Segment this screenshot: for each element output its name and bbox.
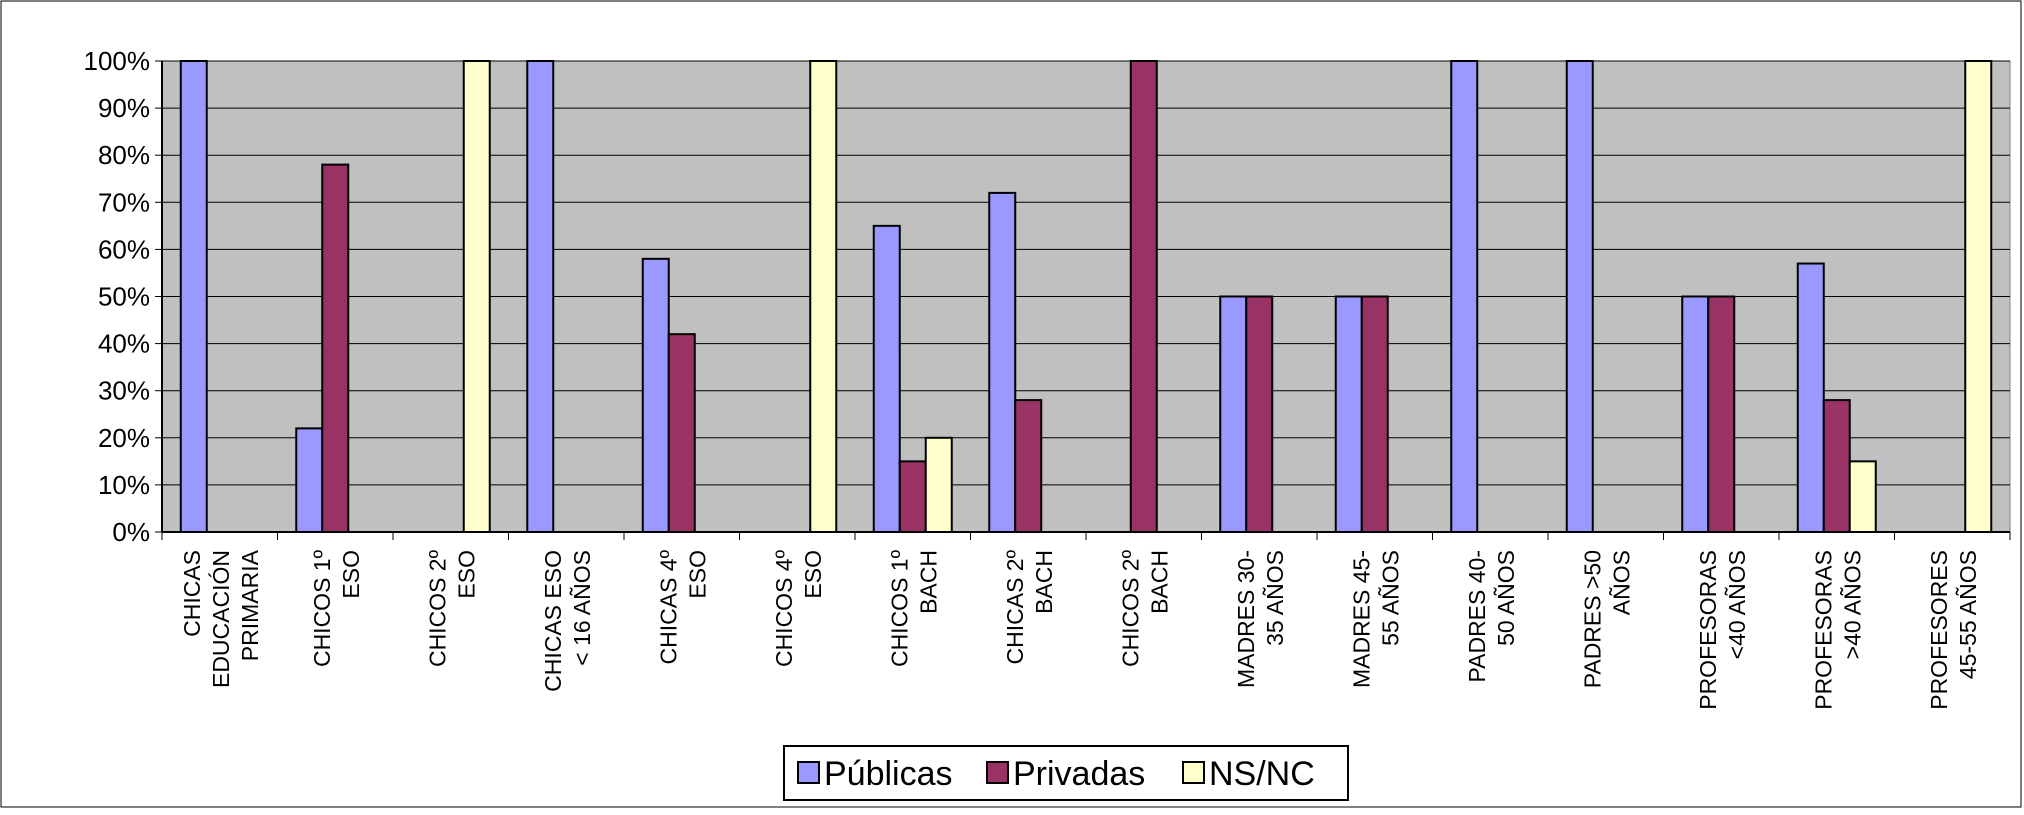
legend-box [783, 745, 1349, 801]
x-tick-label: CHICOS 1º [886, 549, 912, 667]
plot-area [161, 60, 2011, 534]
x-tick-label: EDUCACIÓN [208, 550, 234, 688]
bar [667, 333, 696, 533]
x-tick-label: PROFESORES [1926, 550, 1952, 710]
bar [872, 224, 901, 533]
y-tick-label: 90% [98, 93, 150, 123]
x-tick-label: 50 AÑOS [1493, 550, 1519, 646]
bar [1360, 295, 1389, 533]
bar [1129, 60, 1158, 533]
bar [1334, 295, 1363, 533]
x-tick-label: CHICAS ESO [540, 550, 566, 692]
axes: 0%10%20%30%40%50%60%70%80%90%100%CHICAS E… [84, 46, 2011, 710]
x-tick-label: AÑOS [1608, 550, 1634, 615]
x-tick-label: < 16 AÑOS [569, 550, 595, 666]
y-tick-label: 30% [98, 376, 150, 406]
y-tick-label: 100% [84, 46, 151, 76]
x-tick-label: CHICAS 2º [1002, 549, 1028, 664]
bar [898, 460, 927, 534]
x-tick-label: CHICOS 4º [771, 549, 797, 667]
bar [526, 60, 555, 533]
legend-swatch [986, 761, 1009, 784]
bar [641, 257, 670, 533]
legend-swatch [797, 761, 820, 784]
x-tick-label: BACH [915, 550, 941, 614]
x-tick-label: PROFESORAS [1695, 550, 1721, 710]
x-tick-label: CHICAS [179, 550, 205, 637]
x-tick-label: ESO [338, 550, 364, 599]
x-tick-label: 35 AÑOS [1262, 550, 1288, 646]
x-tick-label: PADRES 40- [1464, 550, 1490, 683]
bar [1565, 60, 1594, 533]
bar [924, 436, 953, 533]
x-tick-label: BACH [1146, 550, 1172, 614]
x-tick-label: CHICOS 2º [424, 549, 450, 667]
legend: Públicas Privadas NS/NC [783, 745, 1349, 801]
x-tick-label: <40 AÑOS [1724, 550, 1750, 659]
x-tick-label: PRIMARIA [237, 549, 263, 661]
y-tick-label: 20% [98, 423, 150, 453]
bar [295, 427, 324, 534]
bar [1219, 295, 1248, 533]
x-tick-label: PROFESORAS [1810, 550, 1836, 710]
x-tick-label: CHICAS 4º [655, 549, 681, 664]
x-tick-label: MADRES 45- [1348, 550, 1374, 688]
bar [462, 60, 491, 533]
bar [1796, 262, 1825, 533]
y-tick-label: 10% [98, 470, 150, 500]
x-tick-label: ESO [684, 550, 710, 599]
y-tick-label: 70% [98, 187, 150, 217]
bar [1822, 399, 1851, 533]
x-tick-label: BACH [1031, 550, 1057, 614]
legend-label: NS/NC [1209, 755, 1315, 793]
y-tick-label: 0% [112, 517, 150, 547]
bar [1707, 295, 1736, 533]
x-tick-label: 55 AÑOS [1377, 550, 1403, 646]
y-tick-label: 60% [98, 234, 150, 264]
y-tick-label: 50% [98, 282, 150, 312]
bar [1964, 60, 1993, 533]
bar [1450, 60, 1479, 533]
y-tick-label: 80% [98, 140, 150, 170]
legend-swatch [1182, 761, 1205, 784]
legend-label: Públicas [824, 755, 953, 793]
x-tick-label: PADRES >50 [1579, 550, 1605, 688]
bar [988, 191, 1017, 533]
x-tick-label: 45-55 AÑOS [1955, 550, 1981, 679]
x-tick-label: ESO [800, 550, 826, 599]
x-tick-label: MADRES 30- [1233, 550, 1259, 688]
bar [1681, 295, 1710, 533]
y-tick-label: 40% [98, 329, 150, 359]
bar [809, 60, 838, 533]
x-tick-label: CHICOS 2º [1117, 549, 1143, 667]
bar [321, 163, 350, 533]
x-tick-label: CHICOS 1º [309, 549, 335, 667]
legend-label: Privadas [1013, 755, 1145, 793]
x-tick-label: >40 AÑOS [1839, 550, 1865, 659]
x-tick-label: ESO [453, 550, 479, 599]
bar [1014, 399, 1043, 533]
bar [179, 60, 208, 533]
bar [1848, 460, 1877, 534]
bar [1245, 295, 1274, 533]
